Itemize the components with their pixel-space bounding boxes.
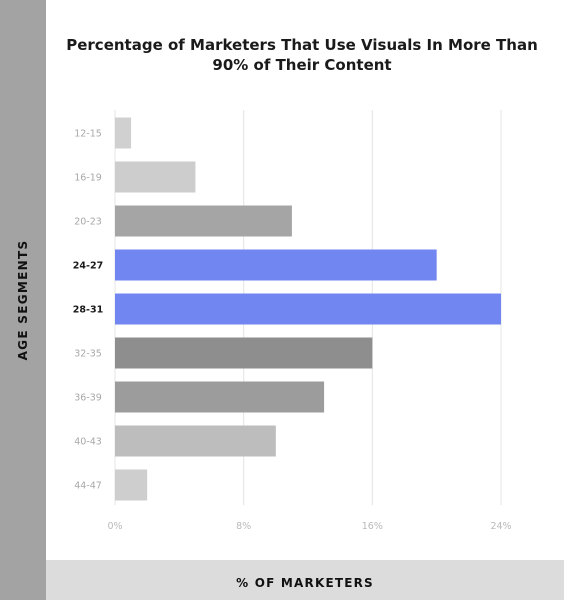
x-axis-band: % OF MARKETERS [46, 560, 564, 600]
category-label: 40-43 [74, 437, 102, 448]
category-label: 32-35 [74, 349, 102, 360]
x-axis-title: % OF MARKETERS [236, 576, 374, 590]
category-label: 20-23 [74, 217, 102, 228]
x-tick-label: 8% [236, 521, 251, 532]
y-axis-band: AGE SEGMENTS [0, 0, 46, 600]
x-tick-label: 0% [107, 521, 122, 532]
category-label: 16-19 [74, 173, 102, 184]
category-label: 44-47 [74, 481, 102, 492]
x-tick-label: 24% [490, 521, 511, 532]
chart-title: Percentage of Marketers That Use Visuals… [66, 36, 538, 74]
category-label: 24-27 [73, 261, 103, 272]
bar [115, 337, 373, 369]
category-label: 28-31 [73, 305, 103, 316]
category-label: 12-15 [74, 129, 102, 140]
bar [115, 469, 148, 501]
bar [115, 117, 132, 149]
plot-area: 0% 8% 16% 24% 12-15 16-19 20-23 24-27 28-31 32-35… [73, 110, 512, 532]
bar [115, 381, 325, 413]
x-tick-label: 16% [362, 521, 383, 532]
bar [115, 293, 501, 325]
bar [115, 205, 292, 237]
bar [115, 425, 276, 457]
category-label: 36-39 [74, 393, 102, 404]
bar [115, 249, 437, 281]
bar [115, 161, 196, 193]
